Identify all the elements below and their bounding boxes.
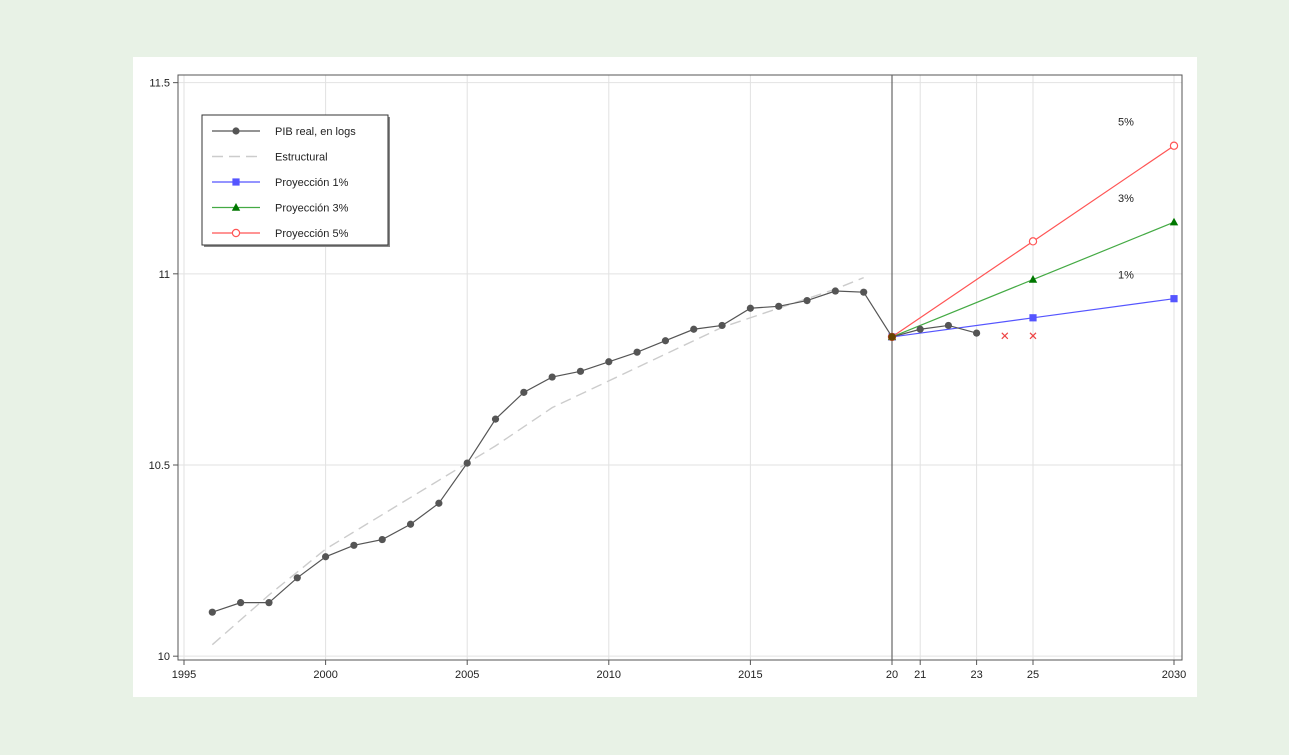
series-point xyxy=(803,296,811,305)
series-point xyxy=(1169,217,1179,226)
end-labels: 1% 3% 5% xyxy=(1118,117,1134,282)
legend-swatch-marker xyxy=(231,203,241,211)
series-point xyxy=(265,599,273,607)
series-point xyxy=(718,321,726,330)
chart-svg: 10 10.5 11 11.5 1995 2000 2005 2010 2015 20 21 23 2… xyxy=(149,74,1186,681)
legend-label: Estructural xyxy=(275,152,328,164)
series-point xyxy=(661,337,670,345)
series-point xyxy=(293,574,301,582)
series-point xyxy=(973,329,981,337)
x-tick-label: 2010 xyxy=(597,669,621,681)
series-point xyxy=(944,321,953,330)
series-point xyxy=(1170,295,1178,303)
x-tick-label: 1995 xyxy=(172,669,196,681)
join-point xyxy=(888,333,896,341)
series-point xyxy=(746,304,755,312)
series-point xyxy=(1029,314,1037,322)
series-point xyxy=(463,459,471,467)
x-tick-label: 2015 xyxy=(738,669,762,681)
plot-frame xyxy=(177,74,1183,661)
x-tick-label: 2030 xyxy=(1162,669,1186,681)
series-point xyxy=(1028,237,1038,246)
series-point xyxy=(435,499,443,507)
series-point xyxy=(322,553,330,561)
x-tick-label: 21 xyxy=(914,669,926,681)
series-point xyxy=(1028,275,1038,283)
series-point-b xyxy=(1001,332,1009,340)
series-line xyxy=(212,290,977,613)
series-point xyxy=(350,541,358,549)
chart-card: 10 10.5 11 11.5 1995 2000 2005 2010 2015 20 21 23 2… xyxy=(133,57,1197,697)
x-tick-label: 25 xyxy=(1027,669,1039,681)
series-point xyxy=(1001,332,1009,340)
legend-swatch-marker xyxy=(232,127,240,135)
legend-label: Proyección 1% xyxy=(275,177,349,189)
legend: PIB real, en logs Estructural Proyección 1… xyxy=(201,114,390,247)
x-axis: 1995 2000 2005 2010 2015 20 21 23 25 2030 xyxy=(172,660,1186,681)
series-point xyxy=(633,348,641,356)
series-layer xyxy=(208,141,1179,646)
x-tick-label: 20 xyxy=(886,669,898,681)
series-point xyxy=(1029,332,1037,340)
x-tick-label: 2005 xyxy=(455,669,479,681)
series-point xyxy=(831,287,839,295)
series-point xyxy=(1169,141,1179,150)
y-tick-label: 11 xyxy=(159,269,170,281)
series-point xyxy=(576,367,585,375)
series-point xyxy=(605,358,613,366)
y-tick-label: 10.5 xyxy=(149,460,170,472)
series-point xyxy=(916,325,924,333)
y-tick-label: 10 xyxy=(158,651,170,663)
series-point xyxy=(491,415,500,423)
series-point xyxy=(548,373,556,381)
legend-label: Proyección 3% xyxy=(275,203,349,215)
series-end-label: 3% xyxy=(1118,193,1134,205)
legend-swatch-marker xyxy=(232,178,240,186)
series-point xyxy=(406,520,415,528)
series-point xyxy=(690,325,698,333)
legend-label: Proyección 5% xyxy=(275,228,349,240)
series-end-label: 1% xyxy=(1118,270,1134,282)
series-5 xyxy=(1001,332,1037,340)
series-line xyxy=(211,276,864,646)
series-point xyxy=(378,535,386,544)
series-point xyxy=(520,388,528,396)
series-point xyxy=(775,302,783,310)
x-tick-label: 2000 xyxy=(313,669,337,681)
x-tick-label: 23 xyxy=(970,669,982,681)
y-tick-label: 11.5 xyxy=(149,78,170,90)
series-point xyxy=(208,608,216,616)
series-end-label: 5% xyxy=(1118,117,1134,129)
series-point-b xyxy=(1029,332,1037,340)
legend-swatch-marker xyxy=(231,228,241,238)
y-axis: 10 10.5 11 11.5 xyxy=(149,78,178,663)
series-0 xyxy=(208,287,981,616)
legend-label: PIB real, en logs xyxy=(275,126,356,138)
series-point xyxy=(860,288,868,296)
series-1 xyxy=(211,276,864,646)
series-point xyxy=(237,599,245,607)
